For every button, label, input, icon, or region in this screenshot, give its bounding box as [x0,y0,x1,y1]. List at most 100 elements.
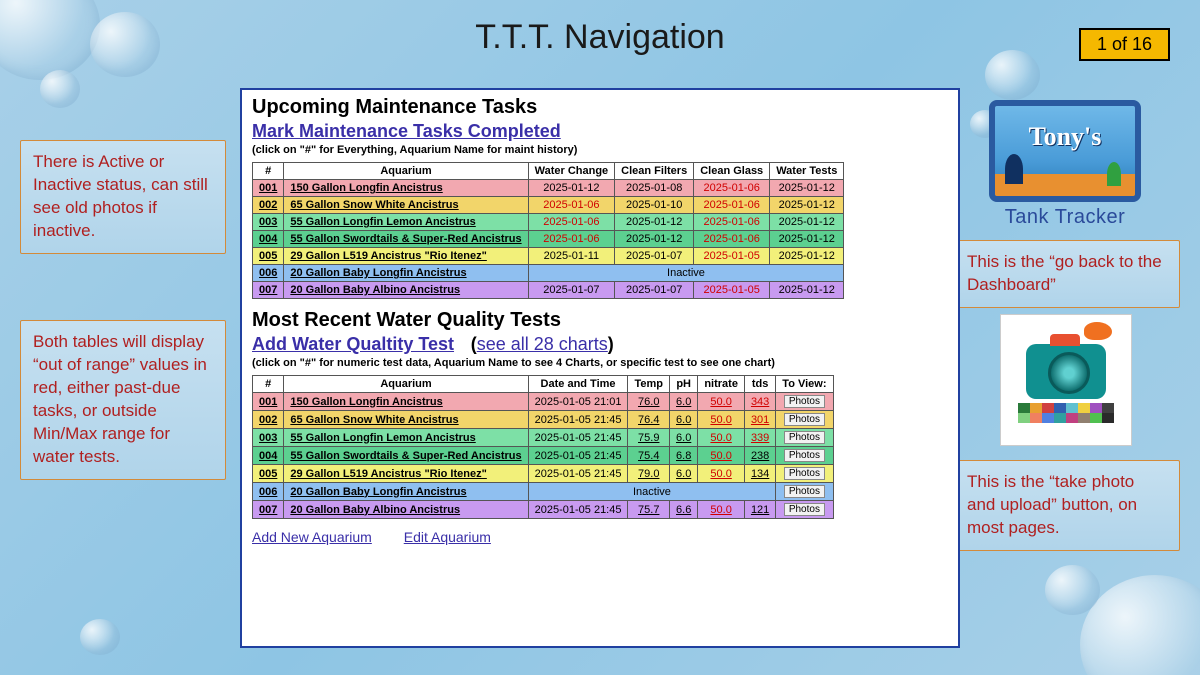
aquarium-name-link[interactable]: 55 Gallon Longfin Lemon Ancistrus [284,214,528,231]
annotation-dashboard: This is the “go back to the Dashboard” [954,240,1180,308]
test-value-link[interactable]: 50.0 [698,465,745,483]
edit-aquarium-link[interactable]: Edit Aquarium [404,529,491,545]
photos-cell: Photos [776,465,833,483]
test-value-link[interactable]: 50.0 [698,447,745,465]
aquarium-name-link[interactable]: 150 Gallon Longfin Ancistrus [284,180,528,197]
aquarium-name-link[interactable]: 20 Gallon Baby Albino Ancistrus [284,282,528,299]
aquarium-name-link[interactable]: 55 Gallon Longfin Lemon Ancistrus [284,429,528,447]
row-index-link[interactable]: 005 [253,248,284,265]
test-value-link[interactable]: 75.9 [628,429,670,447]
row-index-link[interactable]: 004 [253,447,284,465]
test-value-link[interactable]: 339 [744,429,775,447]
charts-paren-close: ) [608,334,614,354]
task-date-cell: 2025-01-05 [694,282,770,299]
maintenance-col-header: Aquarium [284,163,528,180]
aquarium-name-link[interactable]: 20 Gallon Baby Albino Ancistrus [284,501,528,519]
add-water-test-link[interactable]: Add Water Qualtity Test [252,334,454,354]
add-aquarium-link[interactable]: Add New Aquarium [252,529,372,545]
test-value-link[interactable]: 76.4 [628,411,670,429]
aquarium-name-link[interactable]: 150 Gallon Longfin Ancistrus [284,393,528,411]
task-date-cell: 2025-01-12 [615,214,694,231]
row-index-link[interactable]: 006 [253,483,284,501]
test-value-link[interactable]: 76.0 [628,393,670,411]
table-row: 001150 Gallon Longfin Ancistrus2025-01-1… [253,180,844,197]
aquarium-name-link[interactable]: 29 Gallon L519 Ancistrus "Rio Itenez" [284,248,528,265]
annotation-photo: This is the “take photo and upload” butt… [954,460,1180,551]
photos-cell: Photos [776,429,833,447]
row-index-link[interactable]: 007 [253,282,284,299]
take-photo-button[interactable] [1000,314,1132,446]
row-index-link[interactable]: 007 [253,501,284,519]
table-row: 00720 Gallon Baby Albino Ancistrus 2025-0… [253,282,844,299]
task-date-cell: 2025-01-06 [528,214,615,231]
test-value-link[interactable]: 6.0 [670,465,698,483]
test-value-link[interactable]: 6.8 [670,447,698,465]
quality-table: #AquariumDate and TimeTemppHnitratetdsTo… [252,375,834,519]
row-index-link[interactable]: 001 [253,393,284,411]
photos-button[interactable]: Photos [784,449,825,462]
row-index-link[interactable]: 003 [253,214,284,231]
row-index-link[interactable]: 002 [253,411,284,429]
aquarium-name-link[interactable]: 20 Gallon Baby Longfin Ancistrus [284,265,528,282]
test-value-link[interactable]: 50.0 [698,411,745,429]
datetime-cell: 2025-01-05 21:45 [528,429,628,447]
row-index-link[interactable]: 004 [253,231,284,248]
aquarium-name-link[interactable]: 55 Gallon Swordtails & Super-Red Ancistr… [284,231,528,248]
quality-hint: (click on "#" for numeric test data, Aqu… [252,357,948,369]
photos-button[interactable]: Photos [784,503,825,516]
test-value-link[interactable]: 50.0 [698,501,745,519]
test-value-link[interactable]: 6.6 [670,501,698,519]
table-row: 00355 Gallon Longfin Lemon Ancistrus2025… [253,214,844,231]
task-date-cell: 2025-01-12 [615,231,694,248]
test-value-link[interactable]: 75.4 [628,447,670,465]
test-value-link[interactable]: 75.7 [628,501,670,519]
maintenance-col-header: # [253,163,284,180]
task-date-cell: 2025-01-12 [528,180,615,197]
test-value-link[interactable]: 6.0 [670,411,698,429]
datetime-cell: 2025-01-05 21:45 [528,411,628,429]
test-value-link[interactable]: 50.0 [698,429,745,447]
task-date-cell: 2025-01-07 [615,282,694,299]
mark-tasks-completed-link[interactable]: Mark Maintenance Tasks Completed [252,121,561,141]
photos-button[interactable]: Photos [784,395,825,408]
row-index-link[interactable]: 003 [253,429,284,447]
logo-name: Tony's [995,122,1135,152]
camera-icon [1026,344,1106,399]
color-palette-icon [1018,403,1114,423]
dashboard-logo-button[interactable]: Tony's Tank Tracker [970,100,1160,229]
test-value-link[interactable]: 6.0 [670,429,698,447]
row-index-link[interactable]: 002 [253,197,284,214]
test-value-link[interactable]: 121 [744,501,775,519]
test-value-link[interactable]: 50.0 [698,393,745,411]
task-date-cell: 2025-01-08 [615,180,694,197]
test-value-link[interactable]: 6.0 [670,393,698,411]
bubble-decoration [1045,565,1100,615]
row-index-link[interactable]: 001 [253,180,284,197]
table-row: 00265 Gallon Snow White Ancistrus2025-01… [253,197,844,214]
test-value-link[interactable]: 134 [744,465,775,483]
datetime-cell: 2025-01-05 21:45 [528,501,628,519]
maintenance-col-header: Clean Filters [615,163,694,180]
table-row: 00529 Gallon L519 Ancistrus "Rio Itenez"… [253,465,834,483]
aquarium-name-link[interactable]: 29 Gallon L519 Ancistrus "Rio Itenez" [284,465,528,483]
aquarium-name-link[interactable]: 65 Gallon Snow White Ancistrus [284,411,528,429]
table-row: 00455 Gallon Swordtails & Super-Red Anci… [253,447,834,465]
test-value-link[interactable]: 79.0 [628,465,670,483]
aquarium-name-link[interactable]: 65 Gallon Snow White Ancistrus [284,197,528,214]
table-row: 00455 Gallon Swordtails & Super-Red Anci… [253,231,844,248]
page-counter: 1 of 16 [1079,28,1170,61]
row-index-link[interactable]: 005 [253,465,284,483]
task-date-cell: 2025-01-12 [770,282,844,299]
maintenance-col-header: Water Change [528,163,615,180]
photos-button[interactable]: Photos [784,431,825,444]
photos-button[interactable]: Photos [784,467,825,480]
see-all-charts-link[interactable]: see all 28 charts [477,334,608,354]
aquarium-name-link[interactable]: 55 Gallon Swordtails & Super-Red Ancistr… [284,447,528,465]
test-value-link[interactable]: 301 [744,411,775,429]
photos-button[interactable]: Photos [784,485,825,498]
test-value-link[interactable]: 238 [744,447,775,465]
row-index-link[interactable]: 006 [253,265,284,282]
photos-button[interactable]: Photos [784,413,825,426]
test-value-link[interactable]: 343 [744,393,775,411]
aquarium-name-link[interactable]: 20 Gallon Baby Longfin Ancistrus [284,483,528,501]
